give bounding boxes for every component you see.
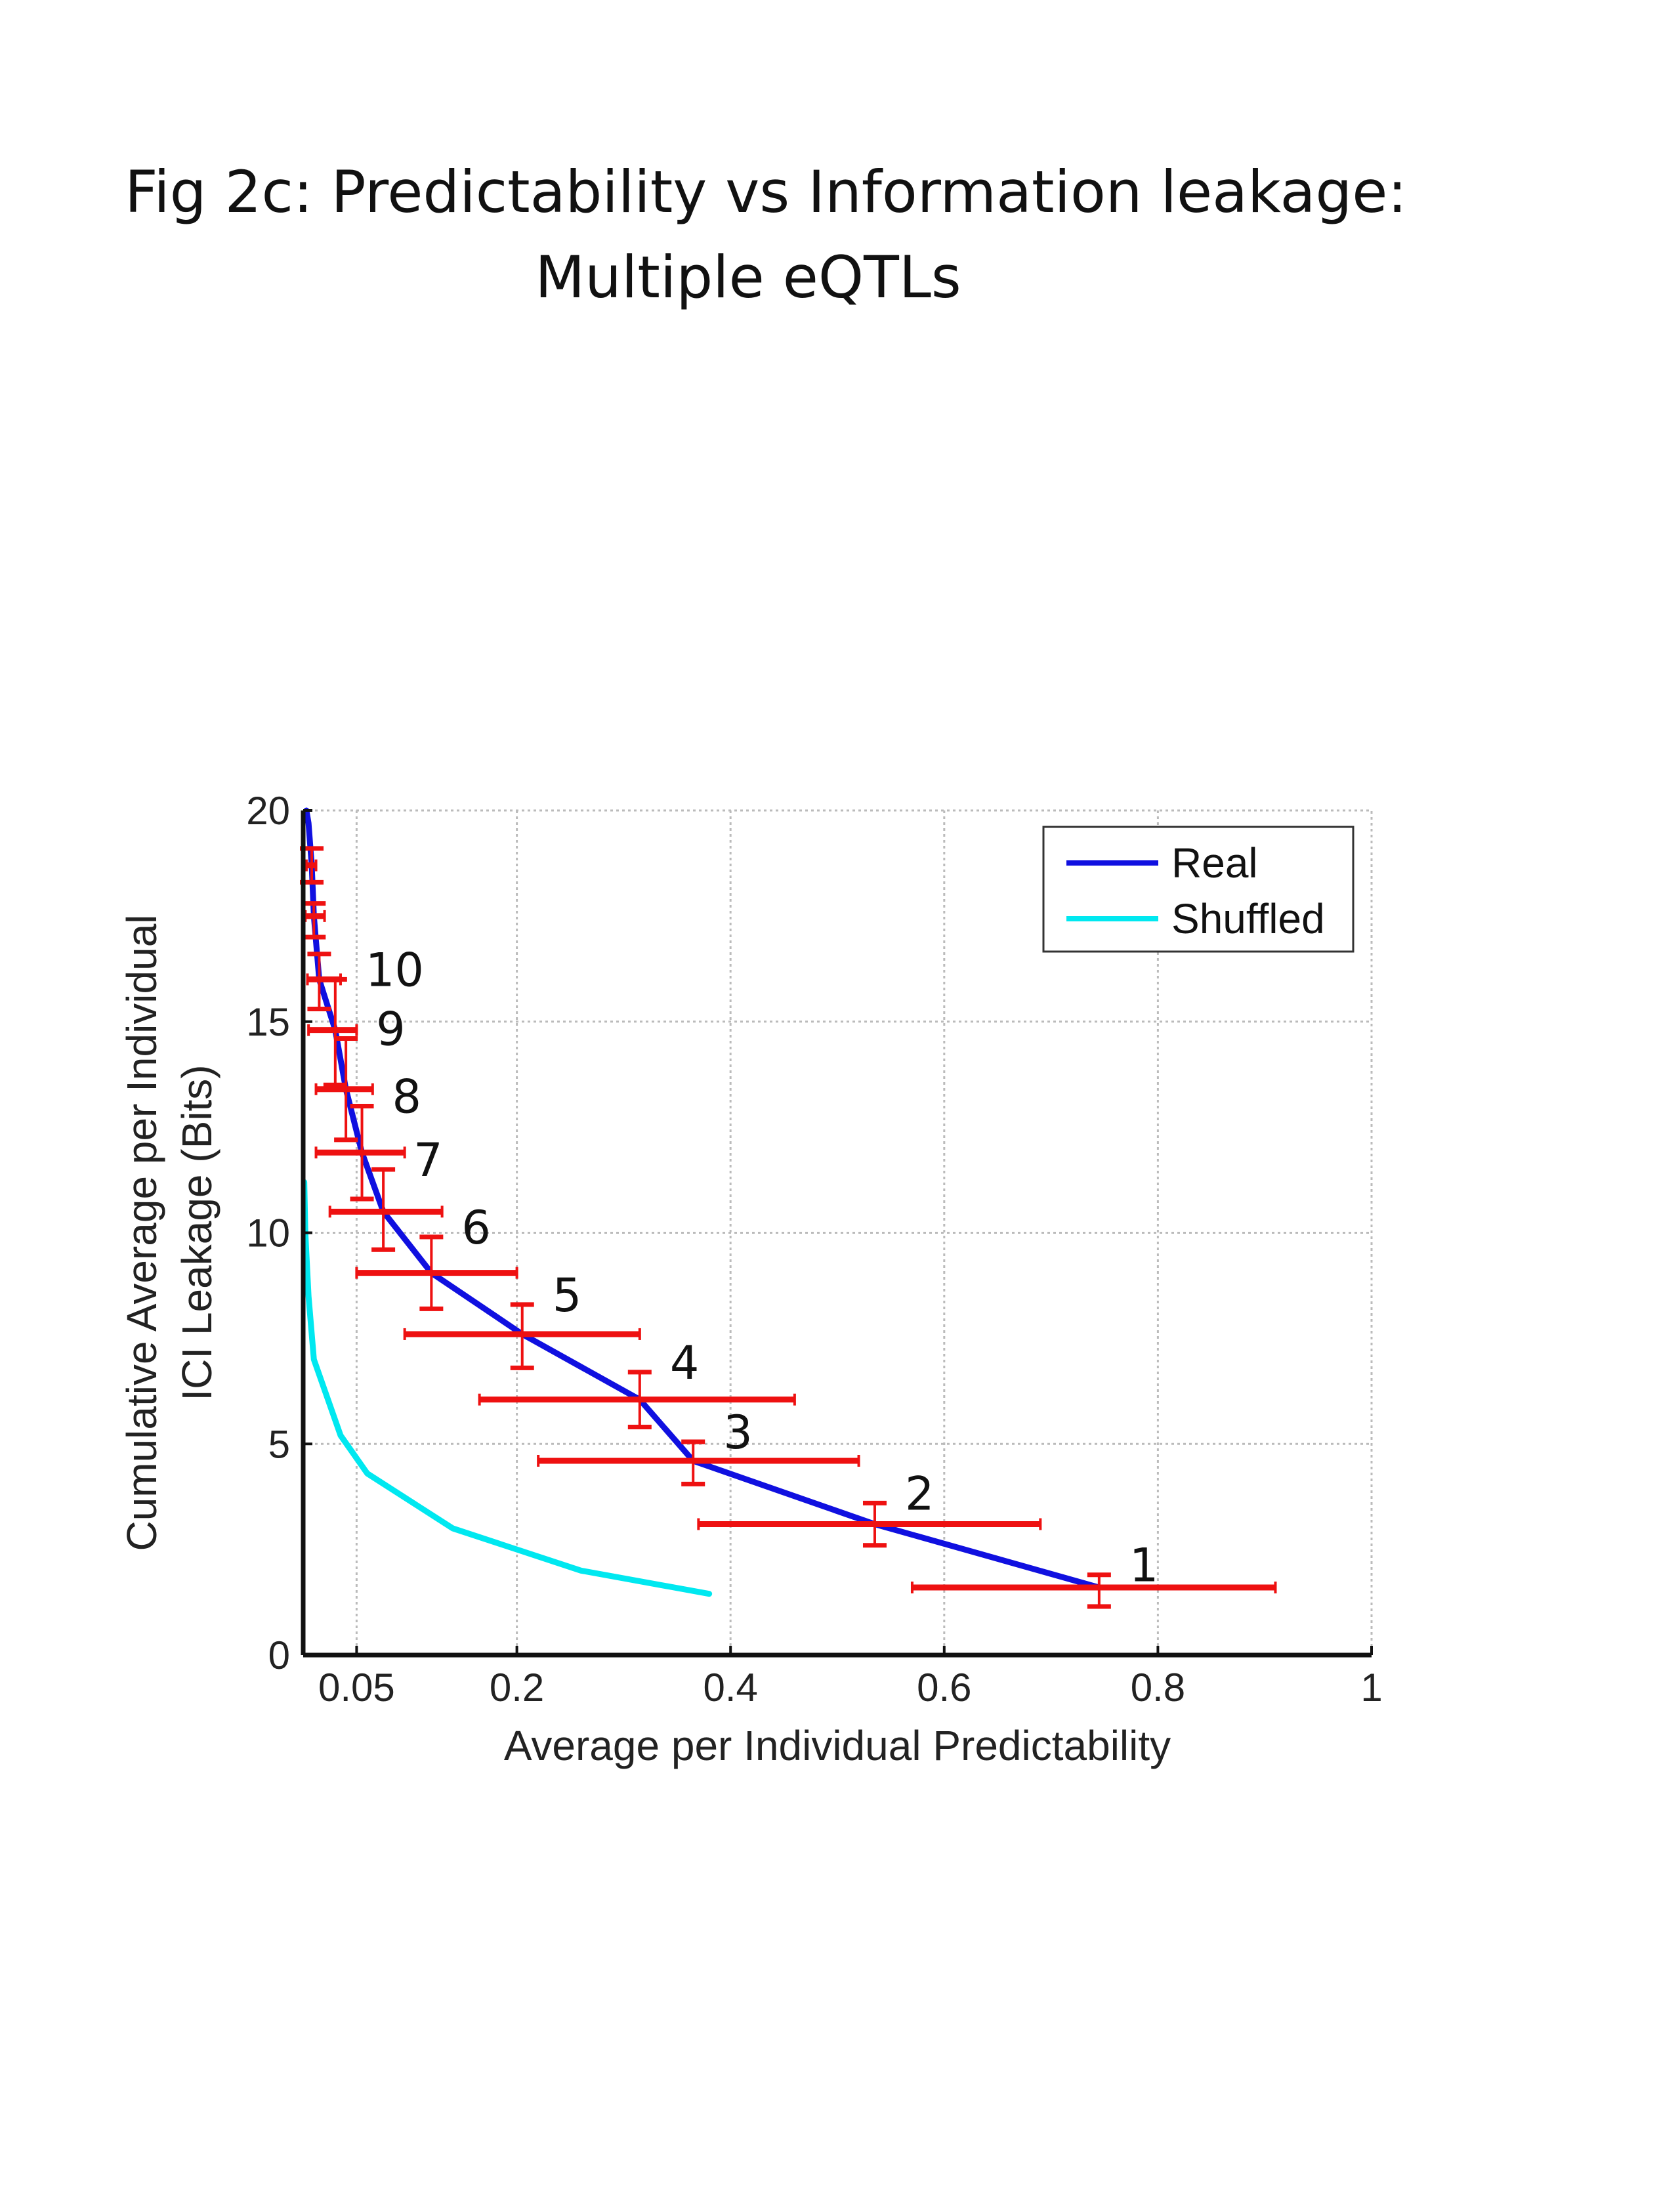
- eqtl-count-label: 1: [1129, 1539, 1159, 1593]
- error-bar-1: 1: [910, 1539, 1277, 1609]
- figure-title-line-1: Fig 2c: Predictability vs Information le…: [125, 158, 1408, 226]
- legend-box: [1042, 826, 1354, 953]
- y-axis-label-line-2: ICI Leakage (Bits): [173, 1064, 220, 1400]
- y-tick-label: 15: [246, 1000, 290, 1044]
- x-tick-label: 1: [1360, 1666, 1382, 1710]
- error-bar-6: 6: [355, 1201, 518, 1311]
- y-tick-label: 20: [246, 789, 290, 833]
- legend-shuffled-label: Shuffled: [1171, 895, 1325, 942]
- legend: Real Shuffled: [1042, 826, 1354, 953]
- y-axis-label-line-1: Cumulative Average per Individual: [118, 914, 165, 1551]
- figure-title-line-2: Multiple eQTLs: [535, 243, 961, 311]
- eqtl-count-label: 7: [413, 1133, 443, 1187]
- error-bar-2: 2: [697, 1467, 1042, 1548]
- error-bar-extra-11: [302, 901, 326, 940]
- eqtl-count-label: 6: [461, 1201, 491, 1255]
- shuffled-line: [301, 1179, 713, 1597]
- error-bar-8: 8: [314, 1070, 422, 1202]
- eqtl-count-label: 9: [376, 1002, 406, 1056]
- error-bar-10: 10: [307, 943, 424, 1087]
- error-bar-9: 9: [314, 1002, 406, 1143]
- x-tick-label: 0.8: [1131, 1666, 1185, 1710]
- error-bar-7: 7: [328, 1133, 444, 1252]
- y-tick-label: 10: [246, 1211, 290, 1255]
- legend-real-label: Real: [1171, 839, 1258, 887]
- y-tick-label: 0: [268, 1633, 290, 1677]
- error-bars: 1 2 34 5 67 8 910: [300, 846, 1277, 1609]
- y-tick-label: 5: [268, 1422, 290, 1466]
- error-bar-3: 3: [537, 1406, 860, 1486]
- eqtl-count-label: 8: [392, 1070, 422, 1124]
- error-bar-extra-10: [306, 952, 342, 1011]
- x-tick-label: 0.6: [917, 1666, 971, 1710]
- eqtl-count-label: 10: [366, 943, 424, 997]
- error-bar-4: 4: [478, 1336, 796, 1430]
- real-series: [303, 807, 1102, 1591]
- x-tick-label: 0.05: [318, 1666, 395, 1710]
- x-tick-label: 0.2: [490, 1666, 544, 1710]
- shuffled-series: [301, 1179, 713, 1597]
- eqtl-count-label: 3: [723, 1406, 753, 1460]
- eqtl-count-label: 2: [905, 1467, 934, 1521]
- eqtl-count-label: 4: [670, 1336, 700, 1390]
- eqtl-count-label: 5: [553, 1269, 582, 1322]
- x-axis-label: Average per Individual Predictability: [504, 1722, 1171, 1769]
- x-tick-label: 0.4: [703, 1666, 757, 1710]
- real-line: [303, 807, 1102, 1591]
- error-bar-5: 5: [403, 1269, 641, 1370]
